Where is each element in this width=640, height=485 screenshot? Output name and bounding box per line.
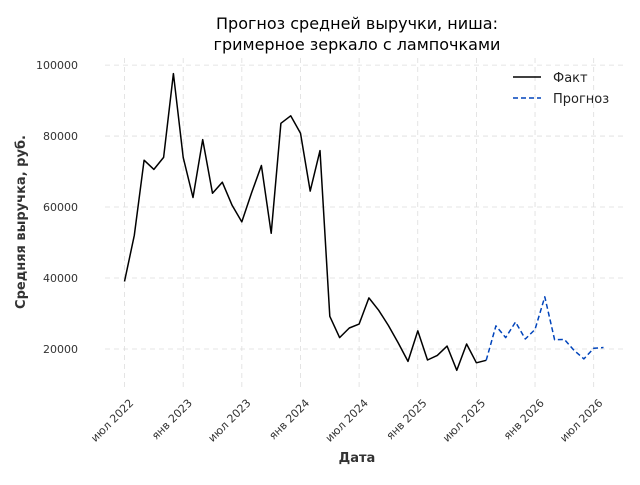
y-tick-label: 60000	[43, 201, 78, 214]
y-tick-label: 20000	[43, 343, 78, 356]
x-tick-label: июл 2023	[206, 397, 254, 445]
x-tick-label: янв 2026	[501, 397, 547, 443]
series-line-fact	[123, 72, 487, 372]
x-axis-label: Дата	[339, 451, 376, 466]
series-lines	[123, 72, 604, 372]
y-axis-label: Средняя выручка, руб.	[14, 135, 29, 309]
chart-title-line-1: Прогноз средней выручки, ниша:	[216, 14, 498, 33]
series-line-forecast	[485, 296, 604, 361]
x-tick-label: янв 2025	[384, 397, 430, 443]
x-axis-ticks: июл 2022 янв 2023 июл 2023 янв 2024 июл 2024…	[88, 397, 605, 445]
y-tick-label: 40000	[43, 272, 78, 285]
legend: Факт Прогноз	[513, 71, 609, 107]
y-tick-label: 100000	[36, 59, 78, 72]
x-tick-label: июл 2024	[323, 397, 371, 445]
legend-label-fact: Факт	[553, 71, 588, 86]
y-tick-label: 80000	[43, 130, 78, 143]
x-tick-label: июл 2022	[88, 397, 136, 445]
chart-title-line-2: гримерное зеркало с лампочками	[214, 35, 501, 54]
x-tick-label: июл 2025	[440, 397, 488, 445]
y-axis-ticks: 20000 40000 60000 80000 100000	[36, 59, 78, 356]
legend-label-forecast: Прогноз	[553, 92, 609, 107]
x-tick-label: янв 2024	[266, 397, 312, 443]
grid	[105, 58, 623, 388]
x-tick-label: янв 2023	[149, 397, 195, 443]
x-tick-label: июл 2026	[557, 397, 605, 445]
